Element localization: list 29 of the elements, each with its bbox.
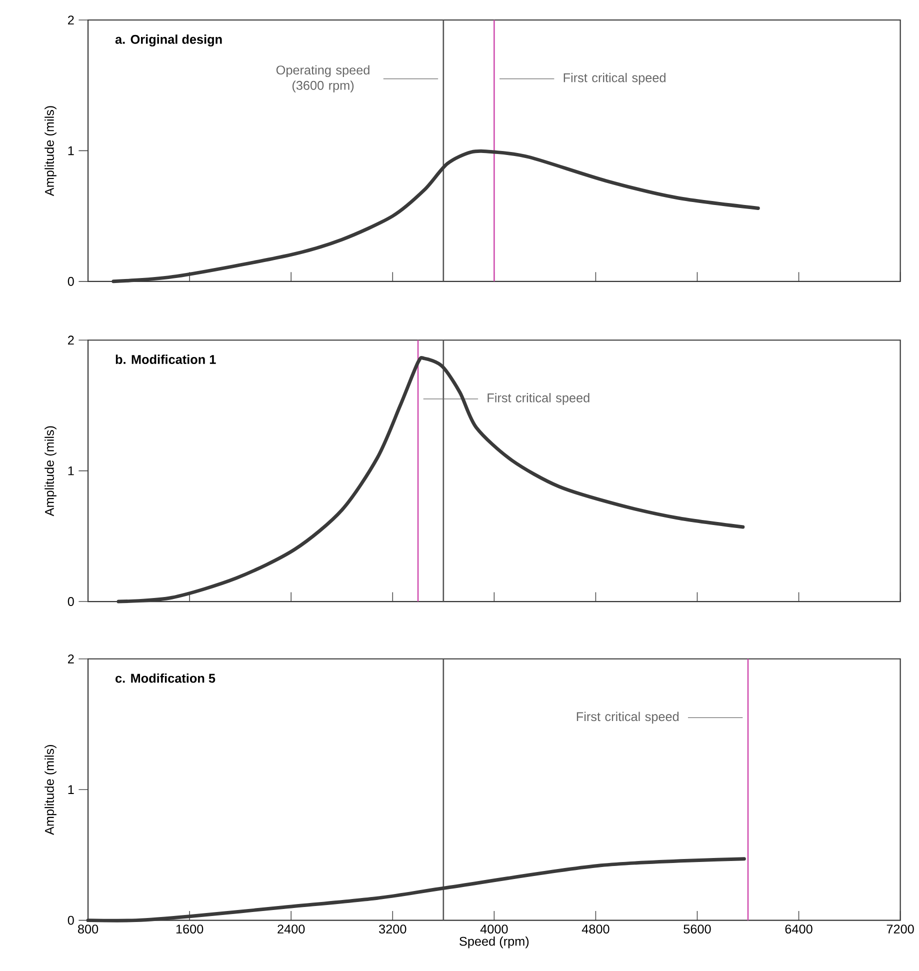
y-tick-label: 0 <box>68 916 74 925</box>
ref-line-label: First critical speed <box>564 72 666 85</box>
y-tick-label: 0 <box>68 276 74 286</box>
x-tick-label: 2400 <box>278 924 305 934</box>
y-tick-label: 2 <box>68 336 74 345</box>
y-tick-label: 1 <box>68 146 74 156</box>
x-tick-label: 1600 <box>176 924 204 934</box>
x-tick-label: 3200 <box>379 924 406 934</box>
x-tick-label: 800 <box>78 924 98 934</box>
y-tick-label: 0 <box>68 597 74 606</box>
y-axis-title: Amplitude (mils) <box>44 426 56 516</box>
x-tick-label: 4000 <box>480 924 508 934</box>
ref-line-label: First critical speed <box>576 712 679 724</box>
x-tick-label: 6400 <box>785 924 812 934</box>
text: b. Modification 1 <box>116 354 216 364</box>
x-tick-label: 7200 <box>886 924 914 934</box>
y-tick-label: 1 <box>68 785 74 794</box>
y-axis-title: Amplitude (mils) <box>44 106 56 196</box>
y-tick-label: 2 <box>68 654 74 664</box>
text: c. Modification 5 <box>116 673 216 683</box>
text: a. Original design <box>115 34 222 46</box>
y-tick-label: 2 <box>68 16 74 24</box>
ref-line-label: Operating speed (3600 rpm) <box>276 65 370 92</box>
x-tick-label: 5600 <box>684 924 711 934</box>
ref-line-label: First critical speed <box>488 393 590 405</box>
y-tick-label: 1 <box>68 466 74 476</box>
y-axis-title: Amplitude (mils) <box>44 745 56 835</box>
x-tick-label: 4800 <box>582 924 610 934</box>
x-axis-title: Speed (rpm) <box>460 936 529 948</box>
